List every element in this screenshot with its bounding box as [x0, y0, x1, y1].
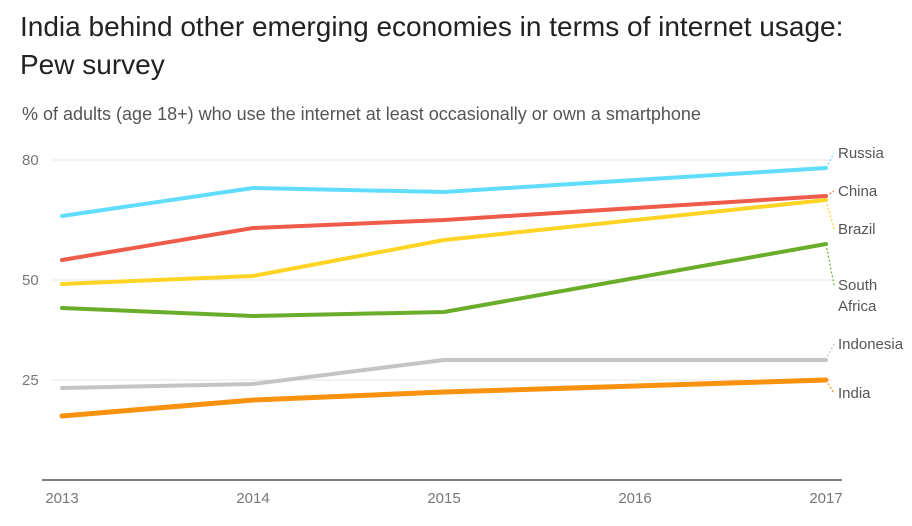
series-label-south-africa: South Africa: [838, 277, 877, 315]
label-leader-russia: [825, 152, 835, 169]
chart-subtitle: % of adults (age 18+) who use the intern…: [22, 104, 701, 124]
series-line-brazil: [60, 198, 828, 286]
series-line-china: [60, 194, 828, 262]
series-line-south-africa: [60, 242, 828, 318]
series-label-brazil: Brazil: [838, 221, 876, 238]
x-tick-label: 2014: [236, 490, 269, 507]
x-axis: 2013 2014 2015 2016 2017: [42, 479, 843, 507]
series-label-china: China: [838, 183, 878, 200]
series-label-indonesia: Indonesia: [838, 336, 904, 353]
label-leader-south-africa: [825, 243, 835, 286]
label-leader-india: [825, 379, 835, 394]
label-leader-brazil: [825, 199, 835, 230]
series-line-india: [59, 377, 829, 419]
chart-title: India behind other emerging economies in…: [20, 11, 844, 80]
y-tick-label: 25: [22, 372, 39, 389]
series-label-india: India: [838, 385, 871, 402]
x-tick-label: 2016: [618, 490, 651, 507]
grid-layer: 80 50 25: [22, 152, 832, 389]
label-leader-indonesia: [825, 343, 835, 361]
label-leader-china: [825, 190, 835, 197]
series-layer: [59, 166, 829, 419]
x-tick-label: 2015: [427, 490, 460, 507]
y-tick-label: 80: [22, 152, 39, 169]
series-label-layer: Russia China Brazil South Africa Indonesia Ind…: [825, 145, 904, 402]
series-line-indonesia: [60, 358, 828, 390]
x-tick-label: 2013: [45, 490, 78, 507]
x-tick-label: 2017: [809, 490, 842, 507]
series-label-russia: Russia: [838, 145, 885, 162]
y-tick-label: 50: [22, 272, 39, 289]
series-line-russia: [60, 166, 828, 218]
